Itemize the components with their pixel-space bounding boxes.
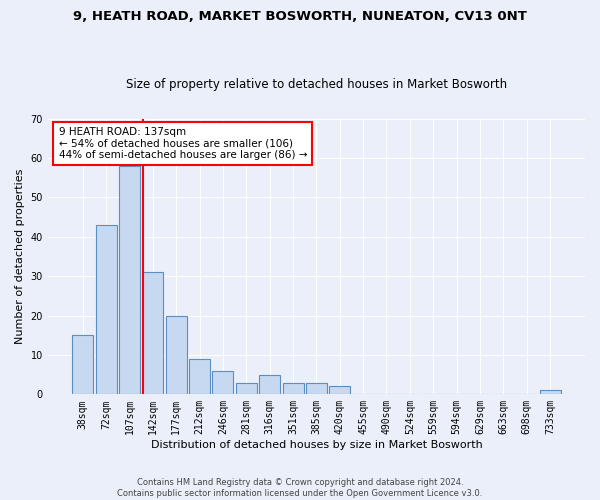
Bar xyxy=(166,316,187,394)
Bar xyxy=(189,359,210,394)
Bar xyxy=(142,272,163,394)
Bar xyxy=(236,382,257,394)
Title: Size of property relative to detached houses in Market Bosworth: Size of property relative to detached ho… xyxy=(126,78,507,91)
Text: 9 HEATH ROAD: 137sqm
← 54% of detached houses are smaller (106)
44% of semi-deta: 9 HEATH ROAD: 137sqm ← 54% of detached h… xyxy=(59,127,307,160)
Bar xyxy=(539,390,560,394)
Bar xyxy=(212,370,233,394)
Bar xyxy=(306,382,327,394)
Bar xyxy=(119,166,140,394)
Text: 9, HEATH ROAD, MARKET BOSWORTH, NUNEATON, CV13 0NT: 9, HEATH ROAD, MARKET BOSWORTH, NUNEATON… xyxy=(73,10,527,23)
Text: Contains HM Land Registry data © Crown copyright and database right 2024.
Contai: Contains HM Land Registry data © Crown c… xyxy=(118,478,482,498)
Bar xyxy=(283,382,304,394)
Bar xyxy=(329,386,350,394)
Bar xyxy=(259,374,280,394)
Y-axis label: Number of detached properties: Number of detached properties xyxy=(15,169,25,344)
X-axis label: Distribution of detached houses by size in Market Bosworth: Distribution of detached houses by size … xyxy=(151,440,482,450)
Bar xyxy=(95,225,116,394)
Bar xyxy=(72,335,93,394)
